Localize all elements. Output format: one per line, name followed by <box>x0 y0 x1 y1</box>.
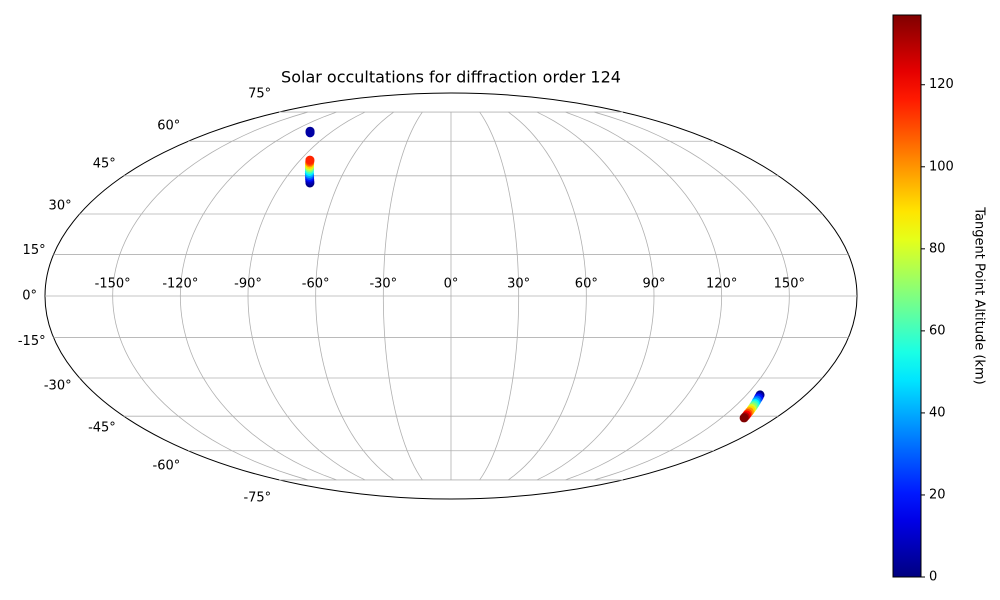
y-tick-label: 30° <box>49 198 72 213</box>
x-tick-label: -30° <box>369 277 397 292</box>
x-tick-label: 30° <box>507 277 530 292</box>
colorbar-label: Tangent Point Altitude (km) <box>972 206 987 384</box>
x-tick-label: 0° <box>444 277 459 292</box>
colorbar-tick-label: 80 <box>929 241 946 256</box>
scatter-point <box>739 413 749 423</box>
x-tick-label: 90° <box>642 277 665 292</box>
x-tick-label: -150° <box>95 277 131 292</box>
colorbar-tick-label: 120 <box>929 77 954 92</box>
colorbar-tick-label: 40 <box>929 405 946 420</box>
grid-line <box>536 111 655 481</box>
grid-line <box>565 111 723 481</box>
grid-line <box>479 111 520 481</box>
grid-line <box>179 111 337 481</box>
colorbar-tick-label: 100 <box>929 159 954 174</box>
colorbar <box>892 14 922 578</box>
y-tick-label: -60° <box>153 459 181 474</box>
x-tick-label: -60° <box>302 277 330 292</box>
grid-line <box>594 111 790 481</box>
x-tick-label: -120° <box>162 277 198 292</box>
y-tick-label: 45° <box>93 156 116 171</box>
y-tick-label: 15° <box>23 243 46 258</box>
y-tick-label: 0° <box>22 289 37 304</box>
grid-line <box>247 111 366 481</box>
colorbar-tick-label: 20 <box>929 487 946 502</box>
y-tick-label: -75° <box>243 491 271 506</box>
y-tick-label: 60° <box>157 118 180 133</box>
x-tick-label: 120° <box>706 277 737 292</box>
y-tick-label: 75° <box>248 86 271 101</box>
colorbar-tick-label: 0 <box>929 570 937 585</box>
y-tick-label: -30° <box>44 379 72 394</box>
x-tick-label: -90° <box>234 277 262 292</box>
colorbar-tick-label: 60 <box>929 323 946 338</box>
y-tick-label: -45° <box>88 421 116 436</box>
grid-line <box>315 111 394 481</box>
x-tick-label: 150° <box>774 277 805 292</box>
scatter-point <box>305 128 315 138</box>
scatter-point <box>305 155 315 165</box>
y-tick-label: -15° <box>18 334 46 349</box>
chart-title: Solar occultations for diffraction order… <box>281 68 621 87</box>
x-tick-label: 60° <box>575 277 598 292</box>
grid-line <box>382 111 423 481</box>
grid-line <box>112 111 308 481</box>
grid-line <box>508 111 587 481</box>
